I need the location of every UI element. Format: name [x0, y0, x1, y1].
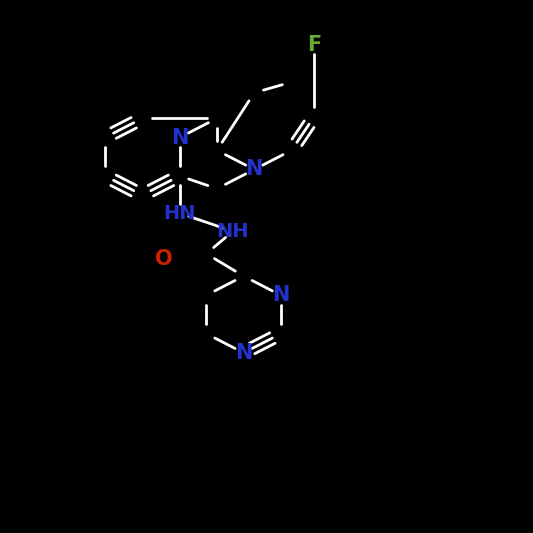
Text: N: N: [272, 285, 289, 305]
Text: NH: NH: [217, 222, 249, 241]
Text: O: O: [155, 249, 173, 269]
Text: HN: HN: [164, 204, 196, 223]
Text: N: N: [171, 127, 188, 148]
Text: N: N: [246, 159, 263, 180]
Text: N: N: [235, 343, 252, 363]
Text: F: F: [308, 35, 321, 55]
